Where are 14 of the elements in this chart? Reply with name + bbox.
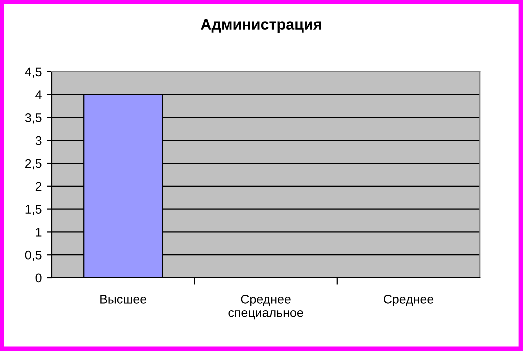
x-tick-label: Среднее специальное [228,294,304,320]
y-tick-label: 1,5 [26,205,42,216]
y-tick-label: 0 [36,274,42,283]
x-tick-label: Высшее [100,295,147,304]
y-tick-label: 2 [36,182,42,191]
y-tick-label: 2,5 [26,159,42,170]
y-tick-label: 4 [36,90,42,100]
y-tick-label: 3,5 [25,114,42,124]
y-tick-label: 1 [36,228,42,237]
chart-title: Администрация [201,19,322,34]
x-tick-label: Среднее [384,294,434,306]
y-tick-label: 3 [36,136,42,146]
y-tick-label: 4,5 [25,68,42,78]
y-tick-label: 0,5 [25,250,42,262]
